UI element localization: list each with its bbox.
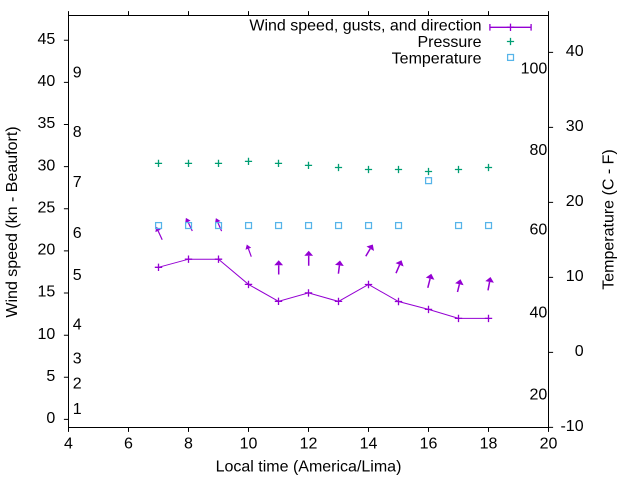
svg-text:6: 6 [73, 225, 82, 242]
svg-text:20: 20 [540, 435, 558, 452]
svg-text:2: 2 [73, 376, 82, 393]
svg-text:6: 6 [124, 435, 133, 452]
svg-text:5: 5 [73, 267, 82, 284]
svg-text:20: 20 [530, 387, 548, 404]
svg-text:Pressure: Pressure [417, 34, 481, 51]
svg-text:0: 0 [46, 410, 55, 427]
svg-text:18: 18 [480, 435, 498, 452]
svg-text:8: 8 [184, 435, 193, 452]
svg-text:-10: -10 [560, 418, 583, 435]
svg-text:40: 40 [530, 304, 548, 321]
svg-text:30: 30 [566, 118, 584, 135]
svg-text:Temperature: Temperature [392, 50, 482, 67]
svg-text:20: 20 [566, 193, 584, 210]
svg-text:60: 60 [530, 222, 548, 239]
svg-text:12: 12 [300, 435, 318, 452]
svg-text:Wind speed, gusts, and directi: Wind speed, gusts, and direction [249, 18, 481, 35]
svg-text:14: 14 [360, 435, 378, 452]
svg-text:35: 35 [38, 115, 56, 132]
svg-text:15: 15 [38, 284, 56, 301]
svg-text:Local time (America/Lima): Local time (America/Lima) [216, 458, 402, 475]
svg-text:9: 9 [73, 65, 82, 82]
svg-text:4: 4 [64, 435, 73, 452]
svg-text:40: 40 [566, 43, 584, 60]
svg-text:5: 5 [46, 368, 55, 385]
svg-text:10: 10 [566, 268, 584, 285]
svg-text:16: 16 [420, 435, 438, 452]
svg-text:40: 40 [38, 73, 56, 90]
svg-text:3: 3 [73, 351, 82, 368]
svg-text:20: 20 [38, 242, 56, 259]
svg-text:Temperature (C - F): Temperature (C - F) [601, 149, 618, 289]
svg-text:4: 4 [73, 317, 82, 334]
svg-text:1: 1 [73, 401, 82, 418]
svg-text:0: 0 [575, 343, 584, 360]
svg-text:80: 80 [530, 142, 548, 159]
svg-text:8: 8 [73, 124, 82, 141]
svg-text:30: 30 [38, 157, 56, 174]
svg-text:100: 100 [521, 61, 548, 78]
svg-text:10: 10 [240, 435, 258, 452]
svg-text:Wind speed (kn - Beaufort): Wind speed (kn - Beaufort) [4, 126, 21, 317]
svg-text:45: 45 [38, 31, 56, 48]
svg-text:10: 10 [38, 326, 56, 343]
svg-text:25: 25 [38, 199, 56, 216]
svg-text:7: 7 [73, 174, 82, 191]
